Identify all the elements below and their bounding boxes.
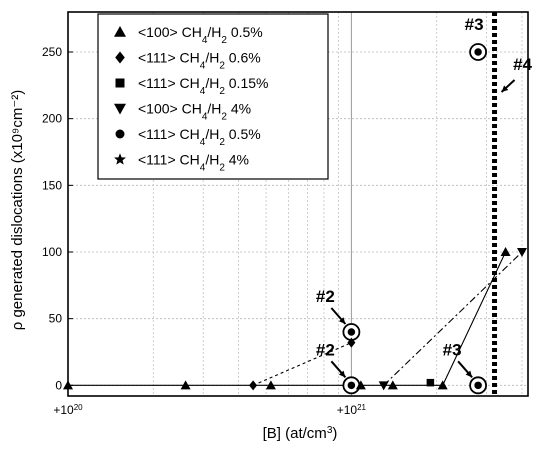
legend-marker: [114, 103, 126, 115]
legend: <100> CH4/H2 0.5% <111> CH4/H2 0.6% <111> …: [97, 13, 329, 180]
data-point-4: [474, 381, 482, 390]
data-point-0: [265, 380, 276, 390]
series-line-3: [383, 251, 523, 386]
x-axis-label: [B] (at/cm3): [263, 425, 338, 443]
legend-entry: <100> CH4/H2 4%: [138, 101, 251, 123]
data-point-0: [500, 247, 511, 256]
plot-frame: [67, 11, 529, 397]
annotations: #2 #2 #3 #3 #4: [316, 15, 533, 378]
annotation-arrow-head: [501, 85, 509, 92]
legend-entry: <111> CH4/H2 4%: [138, 152, 249, 174]
y-tick-label: 150: [42, 178, 62, 192]
plot-border: [67, 11, 529, 397]
y-tick-label: 200: [42, 112, 62, 126]
legend-marker: [115, 129, 125, 139]
annotation-label: #3: [465, 15, 484, 34]
series-line-1: [252, 342, 352, 386]
legend-marker: [114, 153, 126, 165]
annotation-label: #2: [316, 287, 335, 306]
data-point-3: [378, 381, 389, 391]
data-point-1: [249, 380, 258, 391]
data-point-0: [437, 380, 448, 390]
annotation-label: #4: [513, 55, 532, 74]
data-point-4: [474, 48, 482, 56]
y-tick-label: 0: [55, 378, 62, 392]
legend-entry: <111> CH4/H2 0.15%: [138, 75, 268, 97]
y-tick-label: 50: [49, 312, 63, 326]
annotation-label: #2: [316, 340, 335, 359]
annotation-arrow-head: [338, 370, 346, 378]
x-axis-ticks: +1020 +1021: [53, 403, 366, 418]
annotation-arrow-head: [465, 370, 473, 378]
legend-marker: [115, 78, 125, 88]
y-axis-label: ρ generated dislocations (x10⁹cm⁻²): [9, 90, 26, 330]
annotation-arrow-head: [338, 317, 346, 324]
data-point-0: [63, 380, 73, 390]
legend-entry: <111> CH4/H2 0.6%: [138, 50, 261, 72]
data-point-4: [347, 328, 356, 336]
y-tick-label: 250: [42, 45, 62, 59]
y-axis-ticks: 0 50 100 150 200 250: [42, 45, 73, 392]
legend-marker: [115, 51, 125, 64]
data-point-1: [347, 337, 356, 348]
legend-entry: <100> CH4/H2 0.5%: [138, 24, 263, 46]
legend-marker: [114, 26, 126, 37]
x-tick-label: +1021: [337, 403, 367, 418]
annotation-label: #3: [443, 340, 462, 359]
data-point-2: [426, 378, 435, 387]
legend-entry: <111> CH4/H2 0.5%: [138, 126, 261, 148]
legend-box: [97, 13, 329, 180]
data-points: [63, 48, 527, 391]
x-tick-label: +1020: [53, 403, 83, 418]
data-point-3: [516, 248, 527, 257]
y-tick-label: 100: [42, 245, 62, 259]
highlight-rings: [342, 43, 487, 395]
data-point-0: [180, 380, 191, 390]
data-point-4: [347, 381, 356, 390]
data-point-0: [355, 380, 366, 390]
data-point-0: [387, 380, 398, 390]
